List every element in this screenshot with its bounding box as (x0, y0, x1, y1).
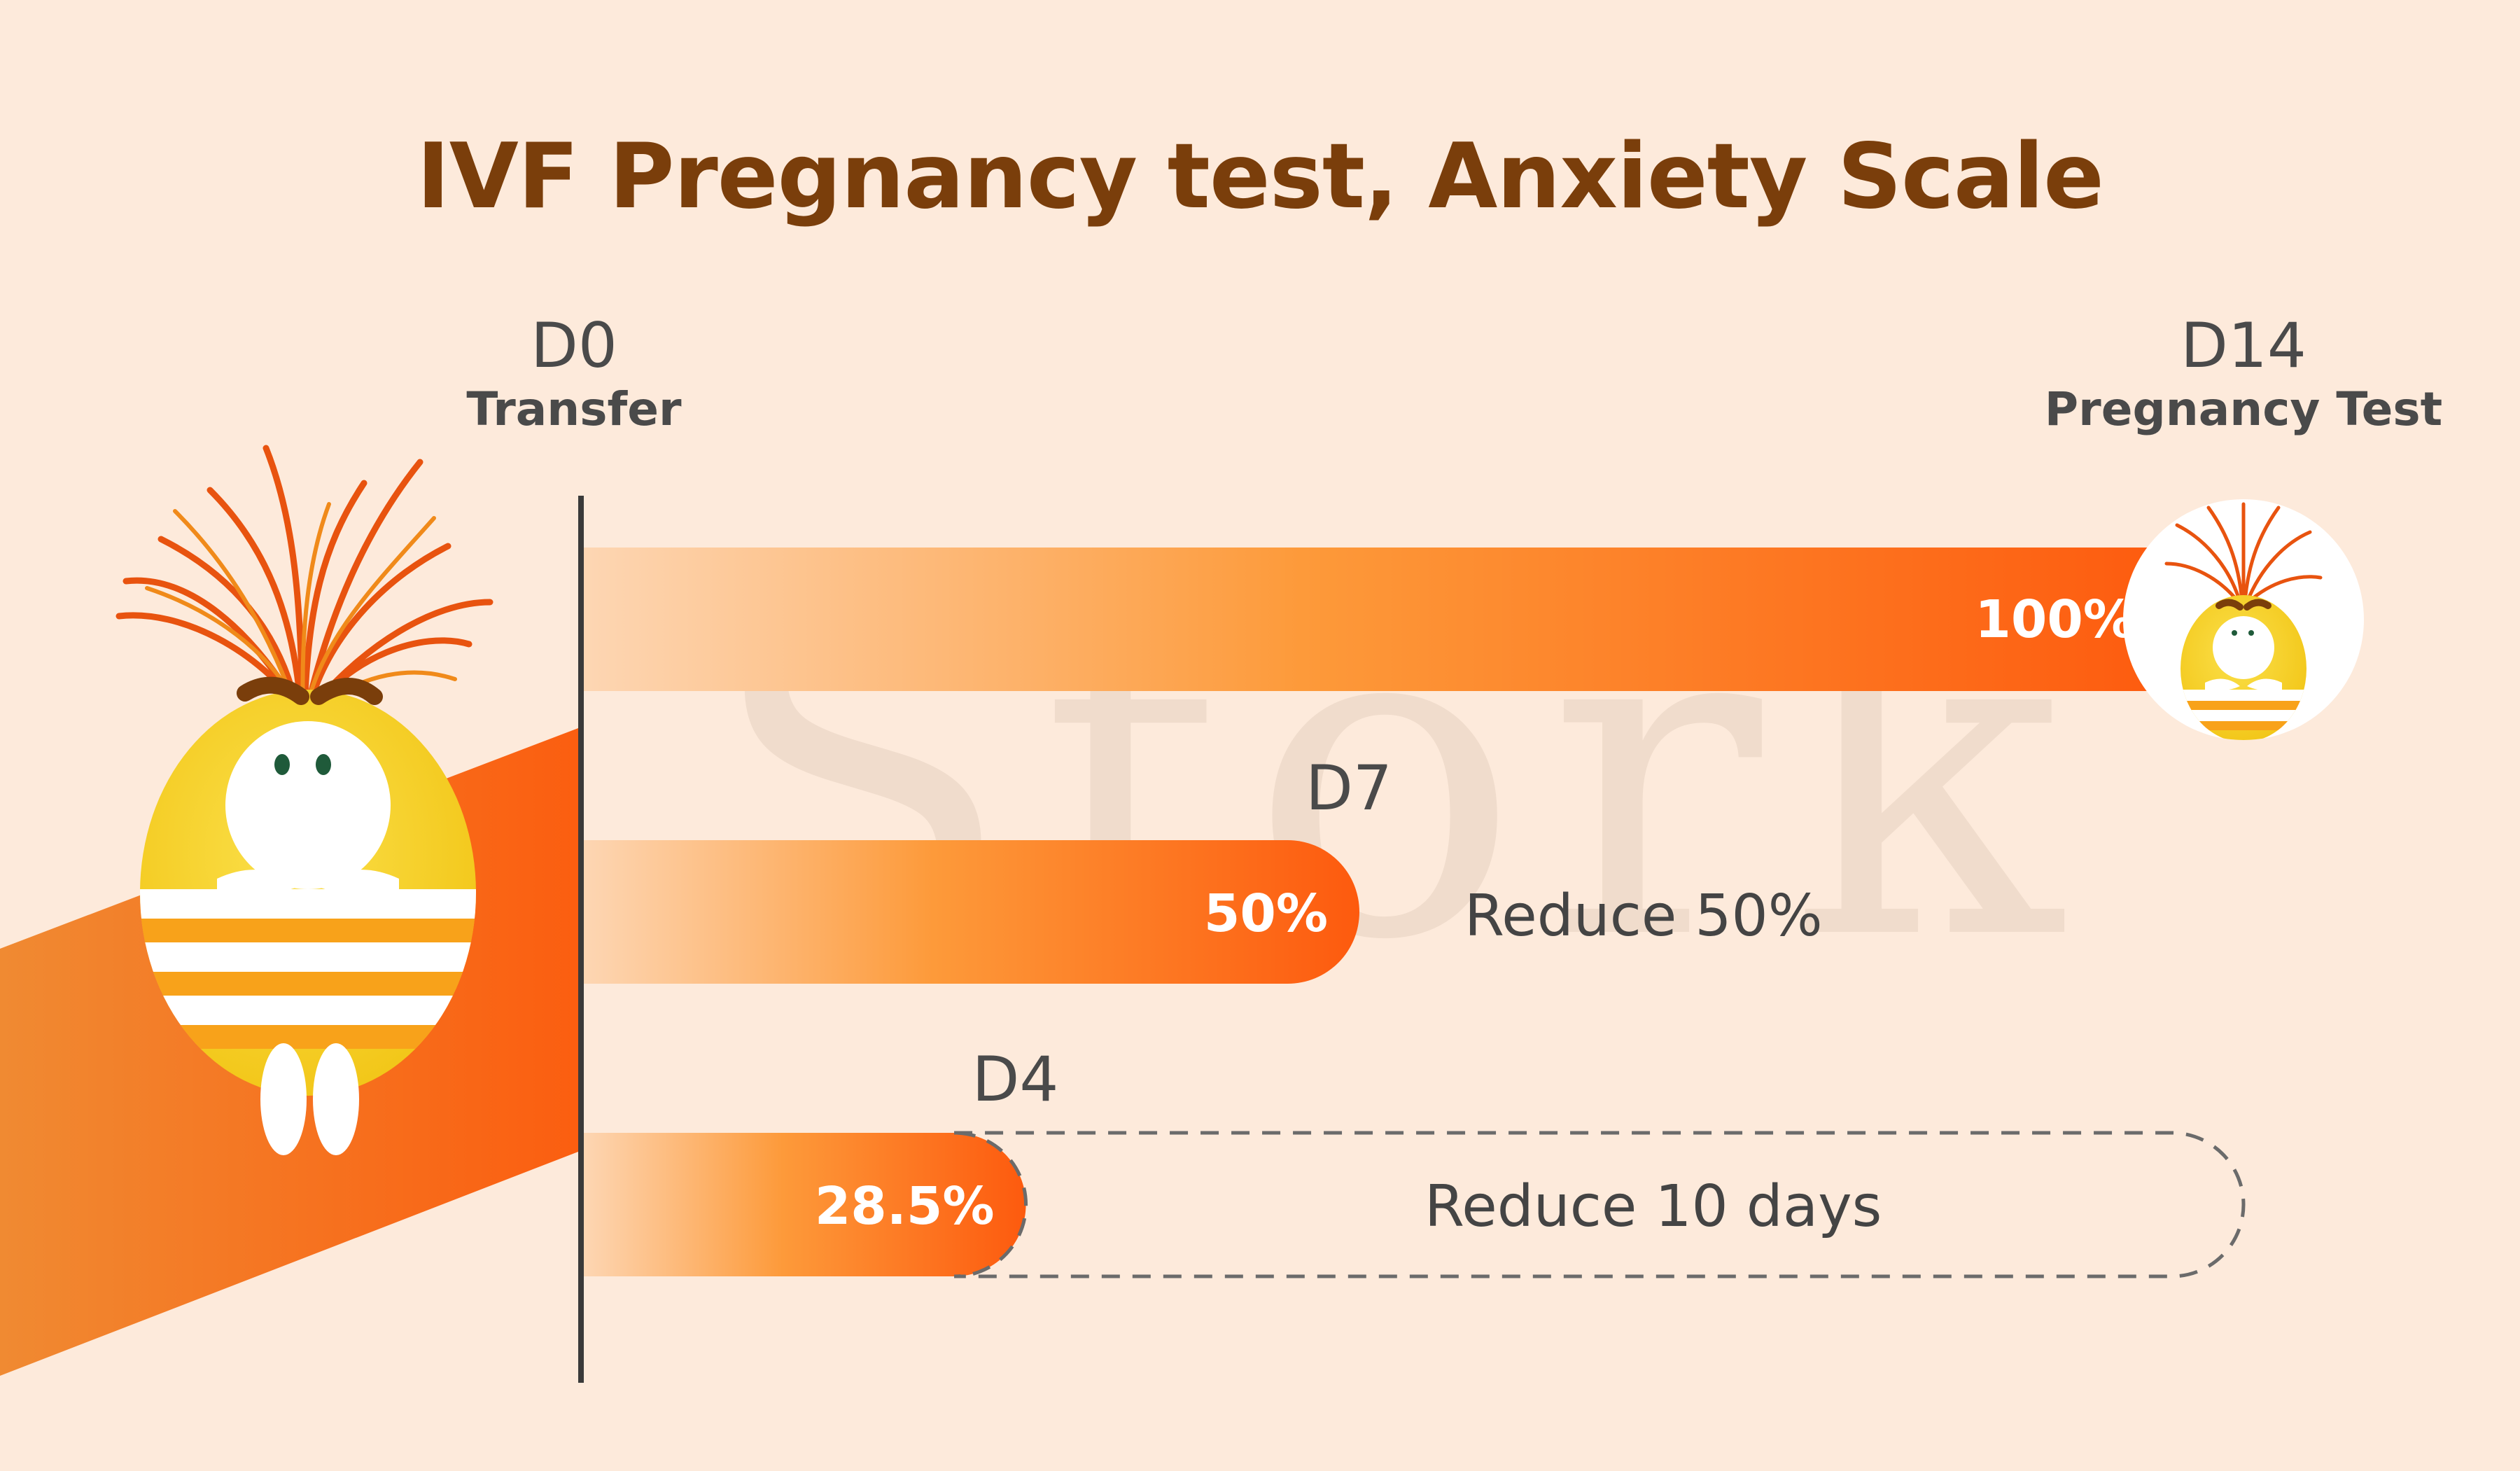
category-label-d4: D4 (972, 1043, 1059, 1115)
start-label: D0 Transfer (462, 315, 686, 433)
start-label-code: D0 (531, 309, 617, 382)
annotation-reduce-days: Reduce 10 days (1424, 1173, 1882, 1240)
bar-d14 (584, 548, 2177, 691)
bar-d7 (584, 840, 1359, 984)
mascot-anxious-icon (115, 445, 493, 1155)
category-label-d7: D7 (1306, 752, 1392, 824)
chart-title: IVF Pregnancy test, Anxiety Scale (416, 125, 2104, 229)
end-label-sub: Pregnancy Test (2044, 382, 2443, 436)
annotation-reduce-percent: Reduce 50% (1464, 883, 1823, 949)
end-label: D14 Pregnancy Test (2009, 315, 2478, 433)
end-label-code: D14 (2180, 309, 2306, 382)
reduce-days-box (954, 1131, 2246, 1278)
bar-d4 (584, 1133, 1026, 1276)
value-label-d7: 50% (1203, 884, 1328, 944)
value-label-d4: 28.5% (814, 1176, 995, 1236)
start-label-sub: Transfer (466, 382, 682, 436)
value-label-d14: 100% (1975, 590, 2135, 650)
mascot-avatar-icon (2123, 499, 2364, 740)
